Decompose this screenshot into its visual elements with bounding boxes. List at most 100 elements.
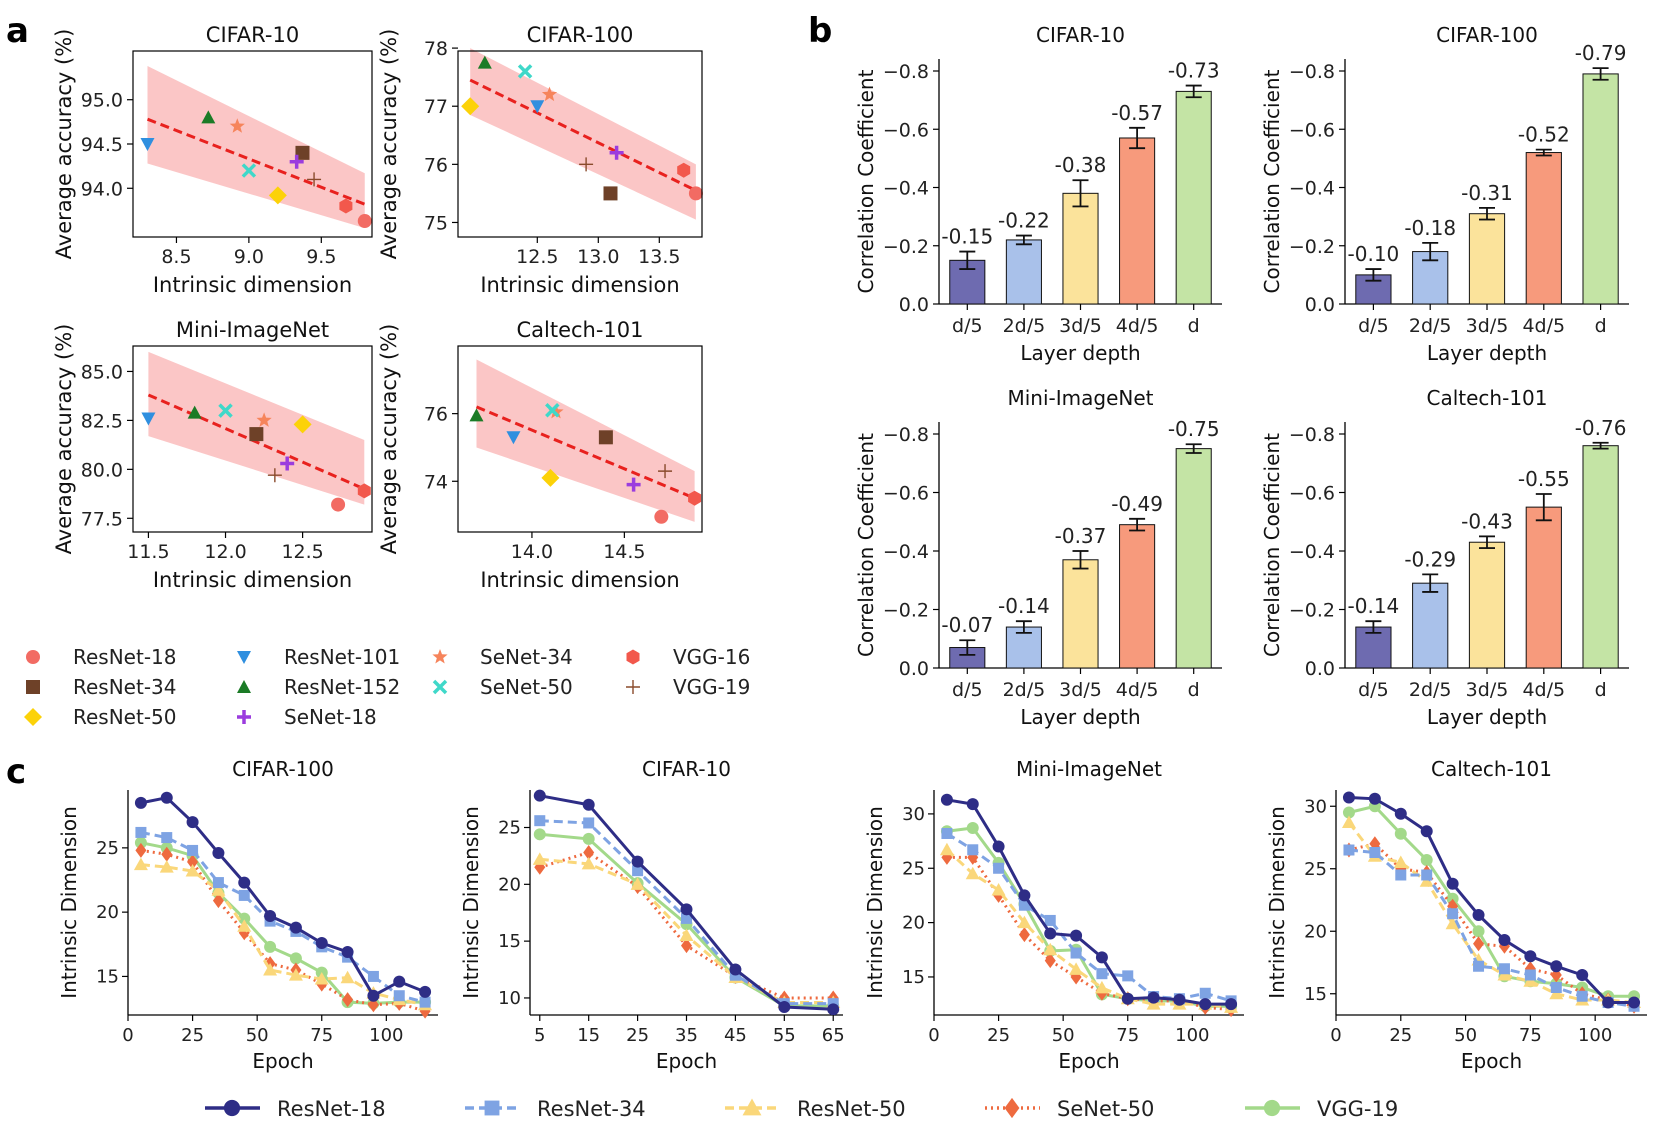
- series-point: [315, 937, 328, 949]
- scatter-point: [654, 509, 669, 524]
- scatter-point: [256, 412, 272, 427]
- y-axis-label: Correlation Coefficient: [1260, 433, 1284, 657]
- bar-value-label: -0.18: [1404, 216, 1456, 240]
- y-tick-label: −0.8: [883, 424, 929, 446]
- series-point: [1473, 960, 1485, 972]
- x-tick-label: 14.5: [603, 541, 645, 563]
- bar-value-label: -0.22: [998, 209, 1050, 233]
- series-point: [532, 852, 547, 865]
- series-point: [1421, 869, 1433, 881]
- bar: [1525, 152, 1562, 305]
- legend-marker: [237, 651, 251, 664]
- y-tick-label: 94.0: [81, 178, 123, 200]
- series-point: [1550, 982, 1562, 993]
- series-point: [1199, 998, 1212, 1011]
- series-point: [1070, 947, 1082, 959]
- scatter-point: [506, 431, 521, 445]
- bar-value-label: -0.49: [1111, 492, 1163, 516]
- scatter-point: [267, 468, 282, 483]
- scatter-point: [579, 157, 594, 172]
- series-point: [289, 921, 302, 934]
- series-point: [419, 985, 432, 998]
- series-point: [827, 1003, 840, 1016]
- series-line: [1348, 796, 1634, 1004]
- scatter-point: [339, 198, 353, 214]
- series-point: [159, 860, 174, 873]
- series-point: [134, 836, 147, 849]
- bar-value-label: -0.15: [941, 225, 993, 249]
- scatter-point: [268, 186, 287, 205]
- legend-label: ResNet-50: [73, 705, 177, 729]
- series-point: [1043, 942, 1058, 956]
- series-point: [1341, 815, 1356, 828]
- series-point: [135, 842, 147, 858]
- x-tick-label: 25: [626, 1025, 649, 1046]
- line-chart: 0 25 50 75 100 15 20 25 30 Mini-ImageNet Epoch Intr…: [863, 757, 1244, 1073]
- y-tick-label: −0.6: [1289, 483, 1335, 505]
- legend-marker: [484, 1100, 500, 1116]
- y-tick-label: −0.2: [1289, 600, 1335, 622]
- confidence-band: [470, 48, 696, 220]
- y-tick-label: −0.6: [1289, 119, 1335, 141]
- series-line: [1348, 848, 1635, 1008]
- series-point: [534, 815, 546, 827]
- legend-marker: [1004, 1097, 1020, 1119]
- x-tick-label: 25: [181, 1025, 204, 1046]
- bar-value-label: -0.29: [1404, 547, 1456, 571]
- x-tick-label: d: [1595, 679, 1607, 701]
- chart-title: CIFAR-10: [206, 23, 299, 47]
- chart-title: CIFAR-10: [642, 757, 731, 781]
- y-tick-label: 15: [498, 931, 521, 952]
- series-line: [946, 855, 1232, 1012]
- y-tick-label: 95.0: [81, 90, 123, 112]
- series-point: [630, 877, 645, 890]
- series-point: [1342, 806, 1355, 819]
- legend-marker: [237, 680, 251, 693]
- scatter-chart: 8.5 9.0 9.5 94.0 94.5 95.0 CIFAR-10 Intrinsic d…: [52, 23, 373, 297]
- scatter-chart: 12.5 13.0 13.5 75 76 77 78 CIFAR-100 Intrinsic d…: [377, 23, 703, 297]
- y-tick-label: −0.4: [1289, 541, 1335, 563]
- y-tick-label: 20: [498, 874, 521, 895]
- series-point: [264, 940, 277, 953]
- y-tick-label: 74: [424, 471, 448, 493]
- y-axis-label: Average accuracy (%): [52, 324, 76, 555]
- trend-line: [147, 393, 365, 491]
- x-axis-label: Intrinsic dimension: [153, 273, 352, 297]
- x-axis-label: Intrinsic dimension: [153, 568, 352, 592]
- series-point: [135, 826, 147, 838]
- legend-label: ResNet-50: [797, 1097, 906, 1121]
- series-point: [1524, 950, 1537, 963]
- y-tick-label: 82.5: [81, 410, 123, 432]
- series-point: [581, 856, 596, 870]
- series-point: [1394, 807, 1407, 820]
- series-point: [941, 827, 953, 839]
- x-tick-label: 55: [773, 1025, 796, 1046]
- bar-value-label: -0.73: [1168, 59, 1220, 83]
- series-point: [1044, 914, 1056, 926]
- chart-title: Caltech-101: [1427, 386, 1548, 410]
- x-tick-label: d: [1188, 315, 1200, 337]
- series-point: [161, 846, 173, 862]
- legend-label: ResNet-34: [73, 675, 177, 699]
- y-axis-label: Intrinsic Dimension: [57, 806, 81, 999]
- y-tick-label: 15: [96, 966, 119, 987]
- chart-title: Caltech-101: [1431, 757, 1552, 781]
- series-point: [185, 864, 200, 877]
- line-chart: 0 25 50 75 100 15 20 25 30 Caltech-101 Epoch Intrin…: [1265, 757, 1647, 1073]
- series-point: [1472, 925, 1485, 938]
- series-point: [1044, 927, 1057, 940]
- series-point: [966, 822, 979, 835]
- chart-title: Mini-ImageNet: [176, 318, 329, 342]
- bar-value-label: -0.79: [1575, 41, 1627, 65]
- y-tick-label: −0.2: [883, 236, 929, 258]
- legend-marker: [626, 649, 640, 665]
- y-axis-label: Average accuracy (%): [52, 29, 76, 260]
- bar-value-label: -0.52: [1518, 123, 1570, 147]
- x-tick-label: d/5: [952, 315, 983, 337]
- x-tick-label: 65: [822, 1025, 845, 1046]
- series-point: [729, 963, 742, 976]
- scatter-point: [141, 412, 156, 426]
- chart-title: CIFAR-100: [1436, 23, 1538, 47]
- series-point: [1017, 915, 1032, 929]
- series-point: [1420, 825, 1433, 838]
